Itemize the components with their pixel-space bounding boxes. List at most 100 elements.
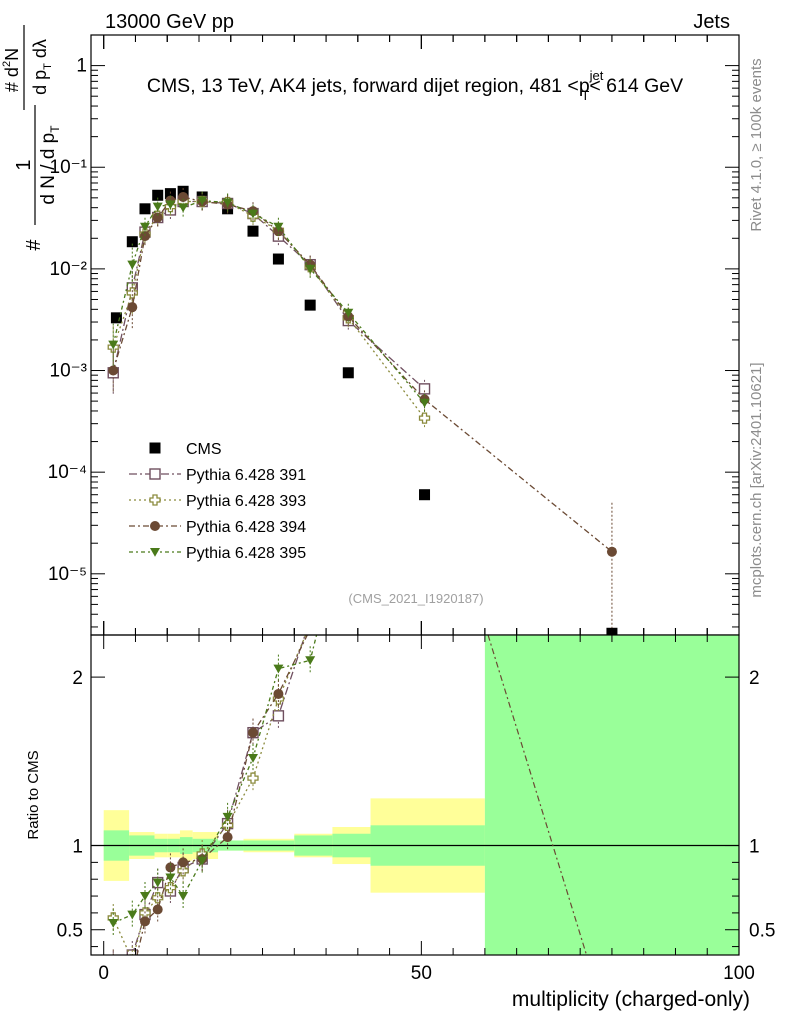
ratio-point [178, 892, 189, 901]
ratio-point [129, 954, 135, 955]
series-1 [107, 192, 431, 398]
x-axis-label: multiplicity (charged-only) [512, 988, 750, 1011]
ylabel-denominator-left: d N / d pT [38, 125, 62, 205]
legend-marker [149, 494, 161, 506]
ratio-point [248, 753, 258, 763]
data-point [247, 225, 259, 237]
ratio-point [197, 856, 208, 866]
data-point [305, 264, 316, 274]
data-point [342, 367, 354, 379]
ratio-point [140, 892, 150, 901]
stat-band [484, 635, 739, 955]
ratio-point [272, 710, 285, 722]
legend: CMS Pythia 6.428 391 Pythia 6.428 393 Pythi… [129, 441, 306, 562]
ratio-point [305, 656, 316, 666]
legend-marker [149, 468, 161, 480]
ratio-point [247, 772, 259, 784]
legend-label: Pythia 6.428 394 [186, 519, 306, 536]
data-point [139, 203, 151, 215]
legend-marker [150, 521, 160, 531]
data-point [418, 383, 431, 395]
data-point [164, 188, 176, 200]
main-marks [107, 185, 618, 639]
data-point [108, 365, 119, 376]
data-point [140, 231, 150, 242]
category-label: Jets [693, 11, 730, 33]
ratio-point [222, 832, 233, 843]
data-point [178, 191, 189, 202]
main-axes: 10⁻⁵ 10⁻⁴ 10⁻³ 10⁻² 10⁻¹ 1 [48, 34, 740, 635]
chart-title: CMS, 13 TeV, AK4 jets, forward dijet reg… [147, 68, 683, 103]
ratio-marks [91, 635, 739, 980]
legend-label: CMS [186, 441, 222, 458]
y-tick-label: 10⁻² [50, 259, 88, 280]
legend-label: Pythia 6.428 393 [186, 493, 306, 510]
ylabel-denominator-right: d pT dλ [30, 39, 54, 95]
series-2 [107, 192, 431, 428]
ratio-point [165, 873, 176, 883]
ratio-point [248, 727, 258, 738]
data-point [419, 489, 431, 501]
title-prefix: CMS, 13 TeV, AK4 jets, forward dijet reg… [147, 75, 590, 97]
data-point [248, 209, 258, 219]
data-point [152, 212, 163, 223]
y-tick-label: 10⁻³ [50, 361, 88, 382]
ratio-y-tick-label-right: 2 [749, 668, 760, 689]
ratio-y-tick-label: 2 [72, 668, 83, 689]
data-point [140, 222, 150, 232]
ratio-y-tick-label: 0.5 [57, 921, 83, 942]
ratio-y-tick-label-right: 0.5 [749, 921, 775, 942]
ratio-series-3 [108, 635, 318, 937]
data-point [127, 302, 138, 313]
ratio-point [127, 970, 137, 980]
ratio-y-tick-label: 1 [72, 837, 83, 858]
data-point [108, 340, 119, 350]
data-point [110, 312, 122, 324]
main-y-axis-label: 1 d N / d pT # # d2N d pT dλ [1, 25, 62, 251]
data-point [222, 198, 233, 208]
data-point [304, 299, 316, 311]
legend-marker [150, 548, 160, 557]
x-tick-label: 0 [98, 963, 109, 984]
ratio-y-tick-label-right: 1 [749, 837, 760, 858]
ratio-line [112, 635, 318, 924]
x-tick-label: 100 [723, 963, 755, 984]
ratio-point [108, 960, 118, 970]
data-point [419, 398, 430, 408]
ratio-series [107, 635, 588, 980]
data-point [197, 196, 208, 206]
energy-label: 13000 GeV pp [105, 11, 234, 33]
ratio-panel: 0.5 0.5 1 1 2 2 0 50 100 Ratio to CMS multiplici… [25, 634, 775, 1011]
data-point [418, 412, 431, 424]
ylabel-numerator-left: 1 [13, 159, 35, 170]
data-point [165, 200, 176, 210]
data-point [177, 185, 189, 197]
ratio-y-axis-label: Ratio to CMS [25, 750, 42, 839]
ratio-series-2 [108, 635, 309, 980]
data-point [178, 203, 189, 213]
rivet-version-label: Rivet 4.1.0, ≥ 100k events [748, 58, 765, 231]
ratio-point [222, 812, 233, 822]
series-line [112, 200, 425, 390]
ratio-point [152, 904, 163, 915]
ratio-point [178, 857, 189, 868]
series-4 [108, 191, 430, 412]
data-point [606, 546, 617, 557]
title-suffix: < 614 GeV [589, 75, 683, 97]
data-point [152, 189, 164, 201]
ratio-axes: 0.5 0.5 1 1 2 2 0 50 100 [57, 635, 775, 984]
ylabel-hash: # [23, 239, 45, 251]
data-point [152, 202, 163, 212]
data-point [273, 222, 284, 232]
legend-marker [149, 442, 161, 454]
ratio-point [165, 862, 176, 873]
ratio-point [152, 878, 163, 888]
title-superscript: jet [589, 68, 604, 83]
ratio-frame [90, 634, 740, 956]
reference-label: (CMS_2021_I1920187) [348, 591, 483, 606]
y-tick-label: 10⁻⁵ [48, 564, 87, 585]
ylabel-numerator-right: # d2N [1, 48, 22, 92]
ratio-point [108, 958, 118, 968]
mcplots-label: mcplots.cern.ch [arXiv:2401.10621] [748, 362, 765, 597]
data-point [343, 308, 354, 318]
